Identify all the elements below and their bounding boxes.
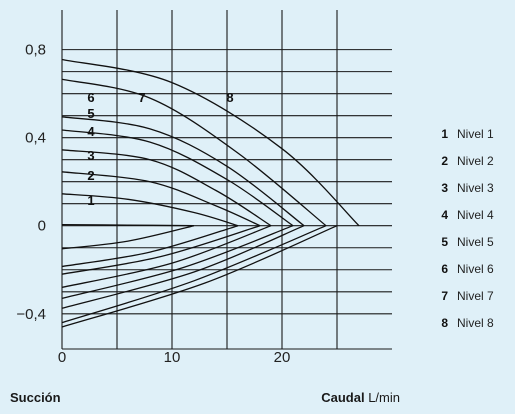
legend: 1 Nivel 1 2 Nivel 2 3 Nivel 3 4 Nivel 4 5 Nivel 5… [441,127,494,330]
curve-6-lower [61,225,305,309]
curve-6-upper [61,116,305,227]
y-tick-label: 0 [38,218,46,235]
curve-label-5: 5 [87,106,94,121]
legend-label-5: Nivel 5 [457,235,494,249]
suction-label: Succión [10,390,61,405]
x-tick-label: 0 [58,349,66,366]
axis-ticks: 0,8 0,4 0 −0,4 0 10 20 [16,42,290,366]
curve-8-lower [61,225,338,328]
x-tick-label: 10 [164,349,181,366]
curve-label-1: 1 [87,193,94,208]
curve-1-lower [61,225,195,250]
legend-number-7: 7 [441,289,448,303]
legend-label-3: Nivel 3 [457,181,494,195]
curve-label-2: 2 [87,168,94,183]
legend-label-7: Nivel 7 [457,289,494,303]
curve-label-4: 4 [87,124,95,139]
curve-8-upper [61,58,360,227]
legend-label-2: Nivel 2 [457,154,494,168]
legend-label-8: Nivel 8 [457,316,494,330]
x-axis-title: Caudal L/min [321,390,400,405]
curve-4-lower [61,225,272,289]
legend-label-4: Nivel 4 [457,208,494,222]
curve-5-lower [61,225,294,300]
legend-number-8: 8 [441,316,448,330]
legend-number-4: 4 [441,208,448,222]
y-tick-label: 0,4 [25,130,46,147]
curve-label-6: 6 [87,90,94,105]
curves [61,58,360,328]
y-tick-label: 0,8 [25,42,46,59]
curve-labels: 1 2 3 4 56 7 8 [87,90,233,208]
x-tick-label: 20 [274,349,291,366]
x-axis-title-bold: Caudal [321,390,365,405]
curve-3-lower [61,225,261,275]
legend-label-1: Nivel 1 [457,127,494,141]
x-axis-unit: L/min [368,390,400,405]
legend-number-3: 3 [441,181,448,195]
legend-label-6: Nivel 6 [457,262,494,276]
y-tick-label: −0,4 [16,306,46,323]
curve-label-3: 3 [87,148,94,163]
legend-number-2: 2 [441,154,448,168]
grid [61,10,392,350]
legend-number-6: 6 [441,262,448,276]
curve-7-lower [61,225,327,324]
curve-1-upper [61,223,195,227]
legend-number-1: 1 [441,127,448,141]
curve-2-upper [61,193,239,227]
curve-3-upper [61,171,261,227]
legend-number-5: 5 [441,235,448,249]
curve-7-upper [61,78,327,227]
curve-label-8: 8 [226,90,233,105]
curve-5-upper [61,129,294,227]
curve-2-lower [61,225,239,268]
curve-4-upper [61,149,272,227]
curve-label-7: 7 [138,90,145,105]
